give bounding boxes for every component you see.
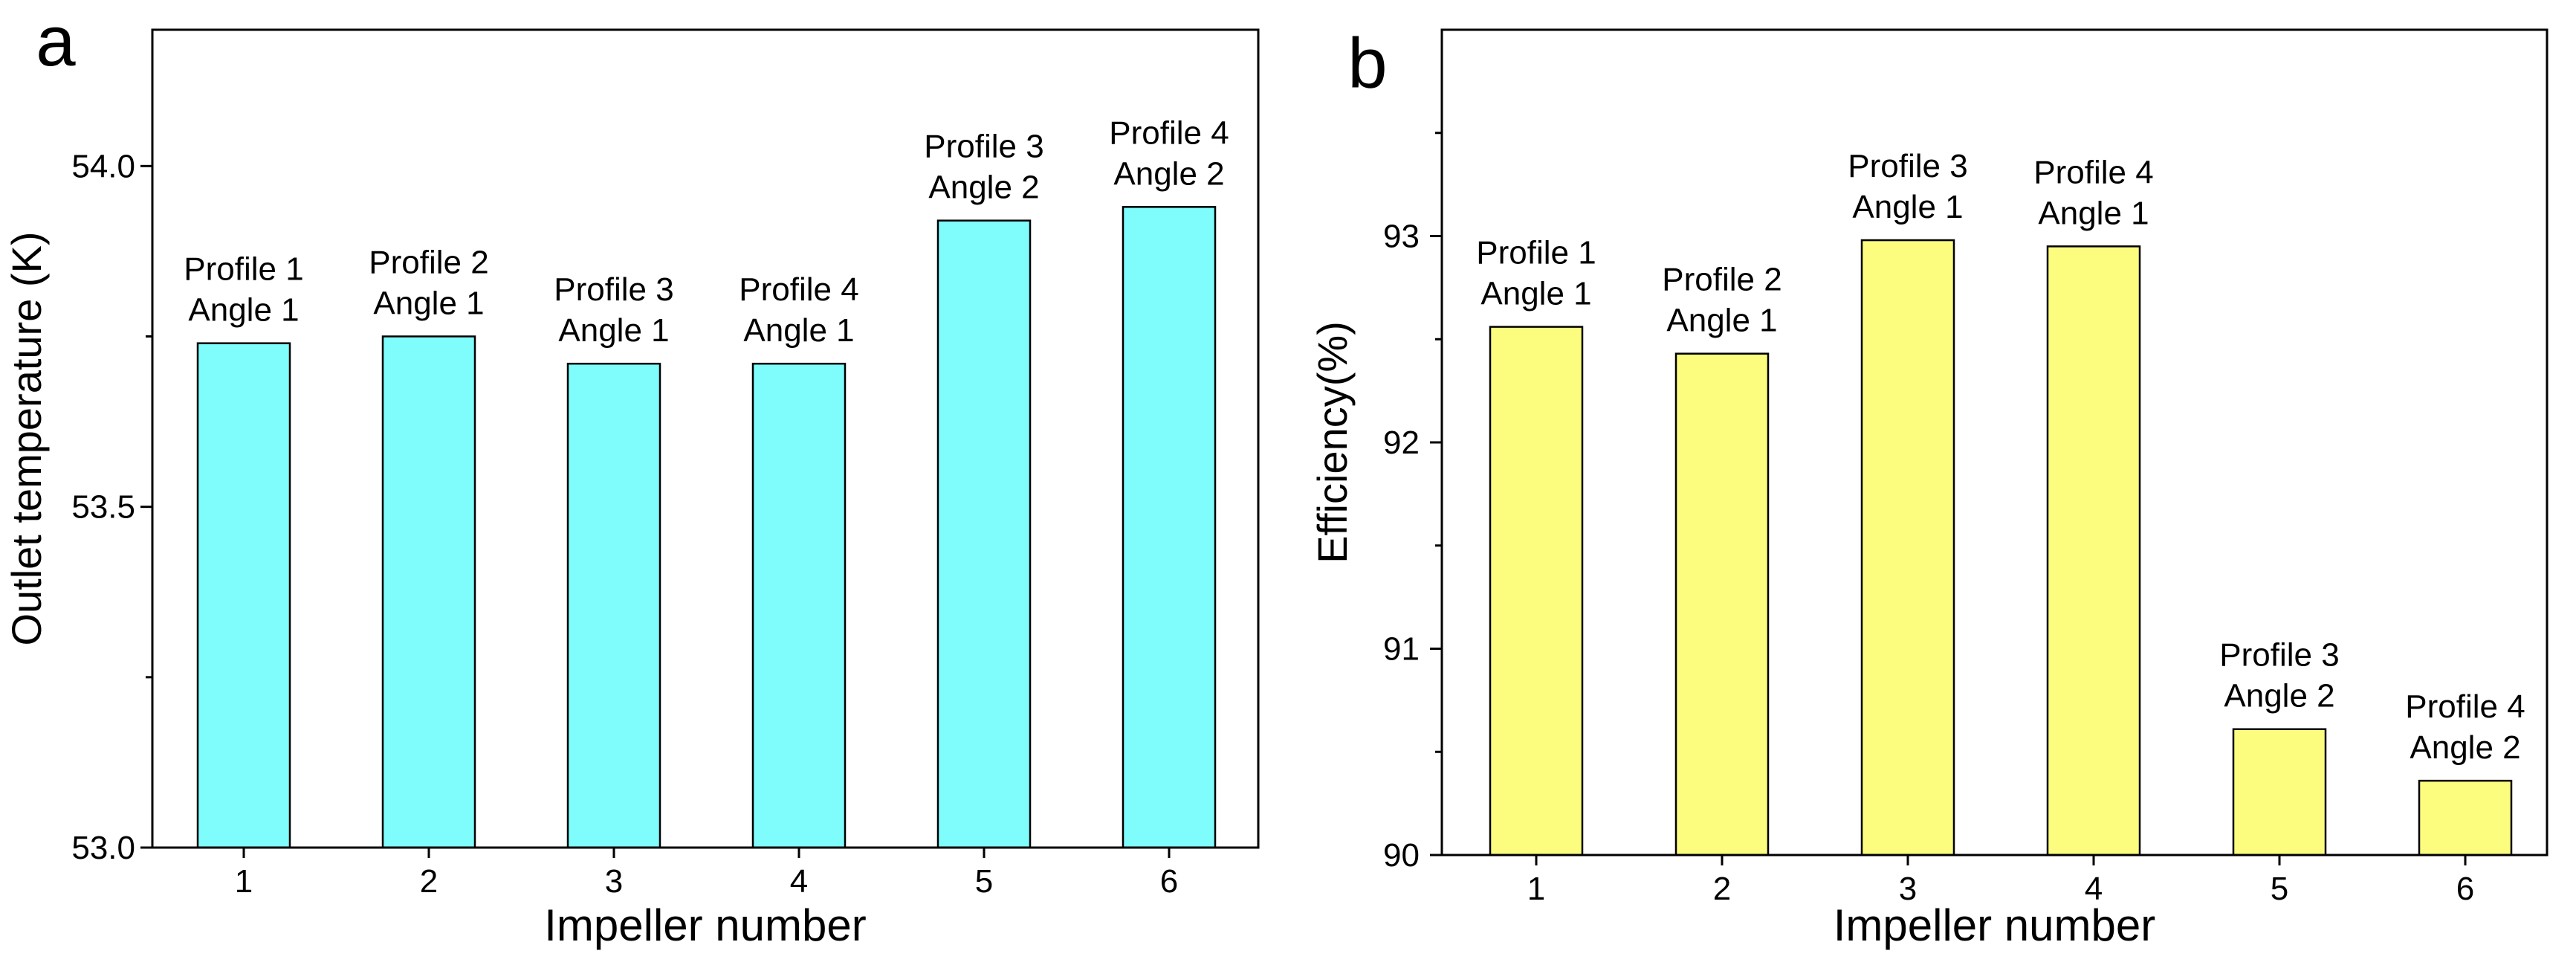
panel-label: a	[36, 1, 76, 81]
x-axis-label: Impeller number	[544, 900, 867, 950]
bar-annotation-angle: Angle 1	[1852, 189, 1963, 225]
panel-a: a Profile 1 Angle 1 1 Profile 2 Angle 1 2 Profi…	[3, 1, 1260, 950]
bar-annotation-angle: Angle 1	[2038, 195, 2149, 231]
bar-2	[381, 335, 476, 849]
x-tick-label: 5	[975, 863, 993, 900]
bar-annotation-angle: Angle 1	[1666, 303, 1777, 339]
bar-3	[1860, 239, 1955, 857]
bar-annotation-profile: Profile 4	[2405, 688, 2525, 725]
bar-annotation-angle: Angle 1	[558, 312, 669, 349]
bar-annotation-profile: Profile 4	[739, 271, 858, 308]
bar-annotation-profile: Profile 3	[1848, 148, 1967, 184]
y-tick-label: 53.5	[71, 489, 135, 526]
bar-annotation-profile: Profile 3	[554, 271, 673, 308]
x-tick-label: 4	[790, 863, 808, 900]
y-tick-label: 91	[1383, 631, 1420, 668]
plot-frame	[151, 28, 1260, 849]
x-tick-label: 6	[2456, 871, 2474, 907]
bar-1	[196, 342, 291, 849]
bar-annotation-profile: Profile 4	[1109, 114, 1229, 151]
bar-annotation-angle: Angle 2	[928, 170, 1039, 206]
y-axis-label: Efficiency(%)	[1309, 321, 1356, 564]
plot-frame	[1440, 28, 2549, 857]
bar-annotation-angle: Angle 1	[1480, 276, 1591, 312]
panel-b: b Profile 1 Angle 1 1 Profile 2 Angle 1 2 Profi…	[1309, 24, 2549, 950]
panel-label: b	[1347, 24, 1387, 103]
x-tick-label: 2	[1713, 871, 1731, 907]
x-tick-label: 4	[2085, 871, 2103, 907]
x-tick-label: 6	[1160, 863, 1178, 900]
x-tick-label: 3	[1899, 871, 1917, 907]
bar-4	[751, 362, 847, 849]
bar-annotation-profile: Profile 1	[1476, 235, 1596, 271]
y-axis-label: Outlet temperature (K)	[3, 231, 50, 645]
bar-5	[936, 219, 1032, 849]
x-tick-label: 1	[1527, 871, 1545, 907]
x-tick-label: 3	[605, 863, 623, 900]
x-tick-label: 2	[420, 863, 438, 900]
bar-annotation-angle: Angle 2	[2224, 678, 2334, 714]
bar-annotation-profile: Profile 3	[2219, 637, 2339, 674]
bar-annotation-profile: Profile 2	[369, 245, 488, 281]
x-tick-label: 1	[235, 863, 253, 900]
y-tick-label: 93	[1383, 219, 1420, 255]
bar-1	[1489, 326, 1584, 857]
y-tick-label: 53.0	[71, 830, 135, 866]
bar-annotation-profile: Profile 1	[184, 251, 303, 288]
bar-annotation-angle: Angle 2	[1113, 155, 1224, 192]
y-tick-label: 92	[1383, 425, 1420, 461]
x-tick-label: 5	[2271, 871, 2288, 907]
bar-annotation-profile: Profile 3	[924, 129, 1043, 165]
bar-6	[2418, 779, 2513, 857]
bar-annotation-angle: Angle 2	[2410, 729, 2520, 766]
bar-2	[1674, 352, 1770, 857]
bar-4	[2046, 245, 2141, 857]
y-tick-label: 90	[1383, 837, 1420, 874]
bar-annotation-profile: Profile 4	[2033, 154, 2153, 190]
x-axis-label: Impeller number	[1834, 900, 2156, 950]
bar-annotation-angle: Angle 1	[373, 286, 484, 322]
bar-annotation-angle: Angle 1	[743, 312, 854, 349]
bar-annotation-profile: Profile 2	[1662, 262, 1781, 298]
y-tick-label: 54.0	[71, 148, 135, 184]
bar-3	[566, 362, 661, 849]
bar-6	[1122, 206, 1217, 849]
bar-5	[2232, 728, 2327, 857]
bar-annotation-angle: Angle 1	[188, 292, 299, 329]
